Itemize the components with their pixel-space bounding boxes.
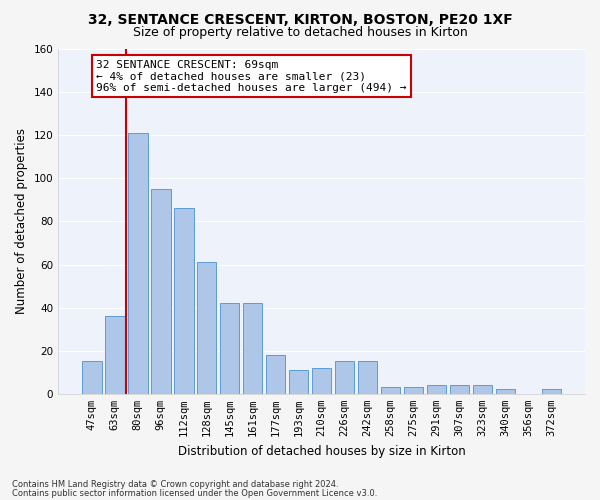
Bar — [266, 355, 286, 394]
Text: 32 SENTANCE CRESCENT: 69sqm
← 4% of detached houses are smaller (23)
96% of semi: 32 SENTANCE CRESCENT: 69sqm ← 4% of deta… — [96, 60, 407, 93]
Bar — [542, 390, 561, 394]
Bar — [220, 304, 239, 394]
Bar — [312, 368, 331, 394]
Text: 32, SENTANCE CRESCENT, KIRTON, BOSTON, PE20 1XF: 32, SENTANCE CRESCENT, KIRTON, BOSTON, P… — [88, 12, 512, 26]
Bar — [404, 388, 423, 394]
Bar — [381, 388, 400, 394]
Bar — [128, 133, 148, 394]
Bar — [151, 189, 170, 394]
Bar — [82, 362, 101, 394]
X-axis label: Distribution of detached houses by size in Kirton: Distribution of detached houses by size … — [178, 444, 466, 458]
Text: Contains public sector information licensed under the Open Government Licence v3: Contains public sector information licen… — [12, 489, 377, 498]
Bar — [427, 385, 446, 394]
Bar — [335, 362, 355, 394]
Bar — [197, 262, 217, 394]
Bar — [289, 370, 308, 394]
Bar — [358, 362, 377, 394]
Bar — [473, 385, 492, 394]
Text: Contains HM Land Registry data © Crown copyright and database right 2024.: Contains HM Land Registry data © Crown c… — [12, 480, 338, 489]
Bar — [105, 316, 125, 394]
Y-axis label: Number of detached properties: Number of detached properties — [15, 128, 28, 314]
Bar — [243, 304, 262, 394]
Text: Size of property relative to detached houses in Kirton: Size of property relative to detached ho… — [133, 26, 467, 39]
Bar — [174, 208, 194, 394]
Bar — [496, 390, 515, 394]
Bar — [449, 385, 469, 394]
